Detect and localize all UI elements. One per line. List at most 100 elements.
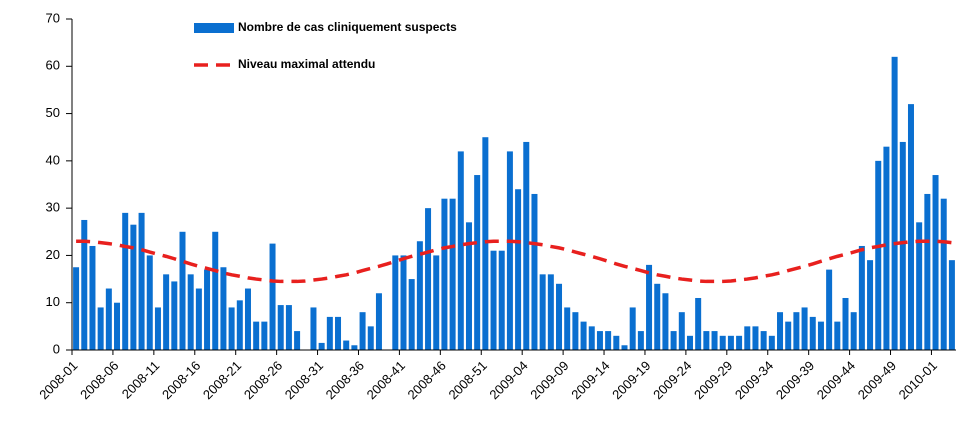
- bar: [261, 321, 268, 350]
- x-tick-label: 2010-01: [896, 358, 940, 402]
- y-tick-label: 70: [46, 10, 60, 25]
- y-tick-label: 40: [46, 152, 60, 167]
- bar: [858, 245, 865, 350]
- bar: [834, 321, 841, 350]
- x-tick-label: 2008-41: [364, 358, 408, 402]
- bar: [727, 335, 734, 350]
- bar: [695, 297, 702, 350]
- bar: [646, 264, 653, 350]
- bar: [97, 307, 104, 350]
- bar: [335, 316, 342, 350]
- bar: [613, 335, 620, 350]
- bar: [719, 335, 726, 350]
- bar: [498, 250, 505, 350]
- bar: [662, 293, 669, 350]
- bar: [236, 300, 243, 350]
- x-tick-label: 2008-06: [77, 358, 121, 402]
- x-tick-label: 2009-19: [609, 358, 653, 402]
- bar: [73, 267, 80, 350]
- bar: [154, 307, 161, 350]
- x-tick-label: 2009-04: [486, 358, 530, 402]
- bar: [572, 312, 579, 350]
- x-tick-label: 2009-24: [650, 358, 694, 402]
- bar: [711, 331, 718, 350]
- bar: [891, 56, 898, 350]
- bar: [114, 302, 121, 350]
- bar: [138, 212, 145, 350]
- y-tick-label: 60: [46, 58, 60, 73]
- bar: [351, 345, 358, 350]
- bar: [482, 137, 489, 350]
- line: [76, 239, 953, 284]
- x-tick-label: 2009-14: [568, 358, 612, 402]
- bar: [875, 160, 882, 350]
- x-tick-label: 2008-26: [241, 358, 285, 402]
- bar: [474, 175, 481, 350]
- legend-label: Niveau maximal attendu: [238, 57, 375, 71]
- bar: [654, 283, 661, 350]
- bar: [539, 274, 546, 350]
- bar: [253, 321, 260, 350]
- legend-swatch: [194, 23, 234, 33]
- bar: [515, 189, 522, 350]
- bar: [760, 331, 767, 350]
- x-tick-label: 2009-49: [855, 358, 899, 402]
- bar: [457, 151, 464, 350]
- bar: [523, 141, 530, 350]
- bar: [359, 312, 366, 350]
- bar: [850, 312, 857, 350]
- bar: [588, 326, 595, 350]
- bar: [392, 255, 399, 350]
- bar: [932, 175, 939, 350]
- bar: [556, 283, 563, 350]
- bar: [449, 198, 456, 350]
- bar: [130, 224, 137, 350]
- x-tick-label: 2008-21: [200, 358, 244, 402]
- bar: [940, 198, 947, 350]
- bar: [179, 231, 186, 350]
- bar: [465, 222, 472, 350]
- bar: [793, 312, 800, 350]
- bar: [269, 243, 276, 350]
- x-tick-label: 2009-09: [527, 358, 571, 402]
- bar: [703, 331, 710, 350]
- bar: [736, 335, 743, 350]
- bar: [899, 141, 906, 350]
- y-tick-label: 20: [46, 247, 60, 262]
- bar: [547, 274, 554, 350]
- bar: [416, 241, 423, 350]
- bar: [817, 321, 824, 350]
- bar: [686, 335, 693, 350]
- bar: [204, 269, 211, 350]
- x-tick-label: 2009-29: [691, 358, 735, 402]
- bar: [285, 305, 292, 350]
- bar: [907, 104, 914, 350]
- bar: [637, 331, 644, 350]
- bar: [596, 331, 603, 350]
- bar: [244, 288, 251, 350]
- bar: [580, 321, 587, 350]
- bar: [768, 335, 775, 350]
- bar: [81, 219, 88, 350]
- bar: [343, 340, 350, 350]
- y-tick-label: 10: [46, 294, 60, 309]
- bar: [105, 288, 112, 350]
- x-tick-label: 2009-44: [814, 358, 858, 402]
- bar: [629, 307, 636, 350]
- bar: [506, 151, 513, 350]
- bar: [678, 312, 685, 350]
- bar: [441, 198, 448, 350]
- bar: [294, 331, 301, 350]
- bar: [752, 326, 759, 350]
- bar: [212, 231, 219, 350]
- bar: [605, 331, 612, 350]
- bar: [89, 245, 96, 350]
- bar: [400, 255, 407, 350]
- bar: [916, 222, 923, 350]
- bar: [531, 193, 538, 350]
- bar: [375, 293, 382, 350]
- bar: [171, 281, 178, 350]
- bar: [785, 321, 792, 350]
- bar: [163, 274, 170, 350]
